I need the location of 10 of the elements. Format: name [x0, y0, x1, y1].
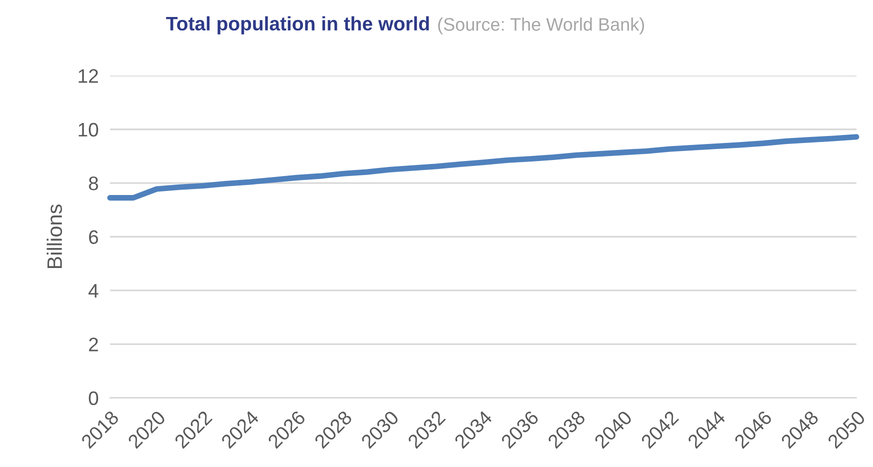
- y-tick-label: 8: [88, 176, 98, 190]
- y-tick-label: 12: [78, 69, 98, 83]
- chart-title: Total population in the world: [166, 16, 429, 34]
- text: (Source: The World Bank): [438, 18, 644, 34]
- y-tick-label: 4: [88, 284, 98, 298]
- y-tick-label: 6: [89, 230, 98, 244]
- y-axis-title: Billions: [46, 204, 62, 268]
- y-tick-label: 10: [78, 122, 98, 137]
- y-tick-label: 0: [88, 391, 98, 406]
- y-tick-label: 2: [89, 338, 98, 352]
